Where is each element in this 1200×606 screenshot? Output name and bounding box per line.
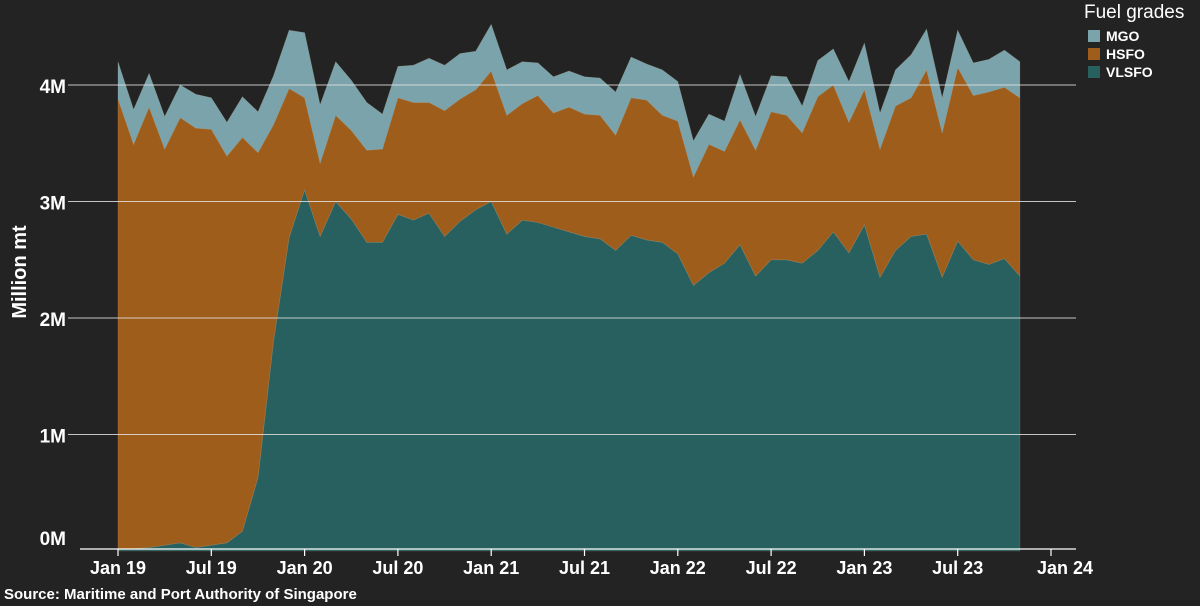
x-tick-label: Jan 23 — [836, 558, 892, 578]
x-tick-label: Jan 24 — [1037, 558, 1093, 578]
legend-item-hsfo: HSFO — [1084, 45, 1196, 63]
y-tick-label: 3M — [40, 194, 66, 215]
y-tick-label: 1M — [40, 427, 66, 448]
legend-title: Fuel grades — [1084, 2, 1185, 23]
y-tick-label: 4M — [40, 77, 66, 98]
x-axis: Jan 19 Jul 19 Jan 20 Jul 20 Jan 21 Jul 21 Jan … — [80, 548, 1093, 578]
x-tick-label: Jul 21 — [559, 558, 610, 578]
x-tick-label: Jan 22 — [650, 558, 706, 578]
x-tick-label: Jan 20 — [277, 558, 333, 578]
legend-item-vlsfo: VLSFO — [1084, 63, 1196, 81]
legend-swatch — [1088, 30, 1100, 42]
x-tick-label: Jan 19 — [90, 558, 146, 578]
legend-swatch — [1088, 48, 1100, 60]
legend-item-mgo: MGO — [1084, 27, 1196, 45]
y-axis: 0M 1M 2M 3M 4M — [40, 77, 66, 550]
legend-label: HSFO — [1106, 46, 1145, 62]
legend: Fuel grades MGO HSFO VLSFO — [1084, 2, 1196, 81]
area-layers — [117, 23, 1021, 552]
x-tick-label: Jul 22 — [746, 558, 797, 578]
source-note: Source: Maritime and Port Authority of S… — [4, 586, 357, 603]
gridlines — [68, 84, 1076, 435]
x-tick-label: Jul 19 — [186, 558, 237, 578]
x-tick-label: Jan 21 — [463, 558, 519, 578]
y-axis-label: Million mt — [9, 225, 31, 319]
x-tick-label: Jul 20 — [372, 558, 423, 578]
legend-label: VLSFO — [1106, 64, 1153, 80]
y-tick-label: 2M — [40, 310, 66, 331]
x-tick-label: Jul 23 — [932, 558, 983, 578]
legend-items: MGO HSFO VLSFO — [1084, 27, 1196, 81]
area-mgo — [117, 23, 1021, 178]
legend-swatch — [1088, 66, 1100, 78]
y-tick-label: 0M — [40, 529, 66, 550]
legend-label: MGO — [1106, 28, 1140, 44]
